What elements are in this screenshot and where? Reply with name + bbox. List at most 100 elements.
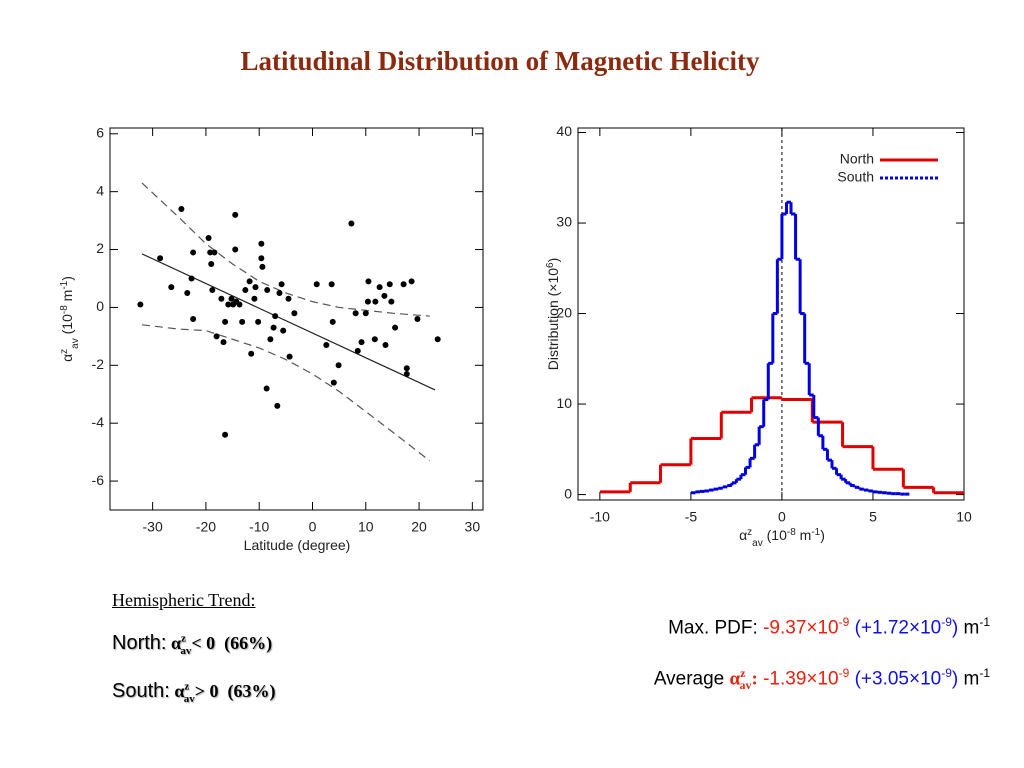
data-point (228, 295, 235, 302)
slide-title: Latitudinal Distribution of Magnetic Hel… (241, 46, 760, 76)
data-point (392, 324, 399, 331)
y-tick-label: 10 (556, 395, 572, 411)
plot-frame (577, 127, 965, 501)
average: Average αzav: -1.39×10-9 (+3.05×10-9) m-… (654, 666, 990, 693)
text-run: -9 (838, 615, 850, 629)
label-run: av (752, 538, 763, 549)
label-run: -8 (59, 305, 70, 314)
text-run: : (751, 668, 758, 690)
data-point (414, 316, 421, 322)
label-run: α (739, 527, 747, 543)
data-point (218, 295, 225, 302)
data-point (382, 342, 389, 349)
data-point (211, 249, 218, 256)
x-tick-label: 10 (956, 509, 972, 525)
x-axis-label: Latitude (degree) (244, 537, 351, 553)
label-run: z (747, 527, 752, 538)
x-tick-label: -30 (143, 519, 163, 535)
plot-frame (109, 127, 484, 511)
north-trend: North: αzav< 0 (66%) (112, 632, 272, 657)
data-point (208, 261, 215, 268)
x-tick-label: 20 (411, 519, 427, 535)
y-tick-label: 2 (96, 240, 104, 256)
text-run: Average (653, 668, 730, 690)
legend-label: South (837, 169, 874, 185)
data-point (255, 318, 262, 325)
text-run: α (729, 668, 741, 690)
data-point (263, 385, 270, 392)
data-point (258, 255, 265, 262)
data-point (157, 255, 164, 262)
label-run: (10 (763, 527, 787, 543)
data-point (259, 263, 266, 270)
text-run: z (184, 680, 190, 693)
fit-line (141, 182, 430, 317)
data-point (388, 298, 395, 305)
text-run: av (180, 645, 192, 657)
data-point (248, 350, 255, 357)
label-run: α (59, 354, 75, 362)
y-tick-label: 40 (556, 123, 572, 139)
label-run: -1 (59, 280, 70, 289)
text-run: (+3.05×10 (849, 668, 942, 690)
text-run: -9 (941, 666, 952, 680)
fit-line (141, 324, 431, 462)
text-run: North: (112, 632, 167, 654)
data-point (376, 284, 383, 291)
text-run: -9 (838, 666, 850, 680)
max-pdf: Max. PDF: -9.37×10-9 (+1.72×10-9) m-1 (668, 615, 990, 639)
x-tick-label: 0 (778, 509, 786, 525)
data-point (403, 370, 410, 377)
data-point (168, 284, 175, 291)
y-tick-label: -4 (92, 414, 105, 430)
x-tick-label: -10 (249, 519, 269, 535)
data-point (280, 327, 287, 334)
text-run: ) (951, 617, 959, 639)
y-tick-label: 6 (96, 124, 104, 140)
x-tick-label: -5 (685, 509, 698, 525)
data-point (207, 249, 214, 256)
data-point (278, 281, 285, 288)
data-point (236, 301, 243, 308)
data-point (358, 339, 365, 346)
data-point (285, 295, 292, 302)
x-tick-label: -20 (196, 519, 216, 535)
y-tick-label: -2 (92, 356, 105, 372)
x-tick-label: 30 (465, 519, 481, 535)
data-point (323, 342, 330, 349)
label-run: -8 (787, 527, 796, 538)
text-run: > 0 (63%) (194, 681, 276, 701)
data-point (276, 289, 283, 296)
data-point (362, 310, 369, 317)
label-run: m (59, 290, 75, 306)
data-point (364, 298, 371, 305)
data-point (403, 365, 410, 372)
text-run: -9 (941, 615, 952, 629)
x-axis-label: αzav (10-8 m-1) (739, 527, 825, 549)
y-tick-label: -6 (92, 472, 105, 488)
x-tick-label: 10 (358, 519, 374, 535)
data-point (232, 211, 239, 218)
text-run: av (183, 693, 195, 705)
y-axis-label: Distribution (×106) (545, 258, 562, 371)
data-point (190, 316, 197, 322)
data-point (371, 336, 378, 343)
y-tick-label: 30 (556, 214, 572, 230)
data-point (335, 362, 342, 369)
data-point (272, 313, 279, 320)
text-run: z (740, 666, 746, 680)
y-axis-label: αzav (10-8 m-1) (59, 276, 81, 362)
label-run: ) (820, 527, 825, 543)
label-run: (10 (59, 314, 75, 338)
data-point (239, 318, 246, 325)
data-point (286, 353, 293, 360)
x-tick-label: 0 (309, 519, 317, 535)
data-point (137, 301, 144, 308)
data-point (264, 287, 271, 294)
data-point (267, 336, 274, 343)
y-tick-label: 4 (96, 182, 104, 198)
data-point (313, 281, 320, 288)
x-tick-label: 5 (869, 509, 877, 525)
text-run: (+1.72×10 (849, 617, 942, 639)
